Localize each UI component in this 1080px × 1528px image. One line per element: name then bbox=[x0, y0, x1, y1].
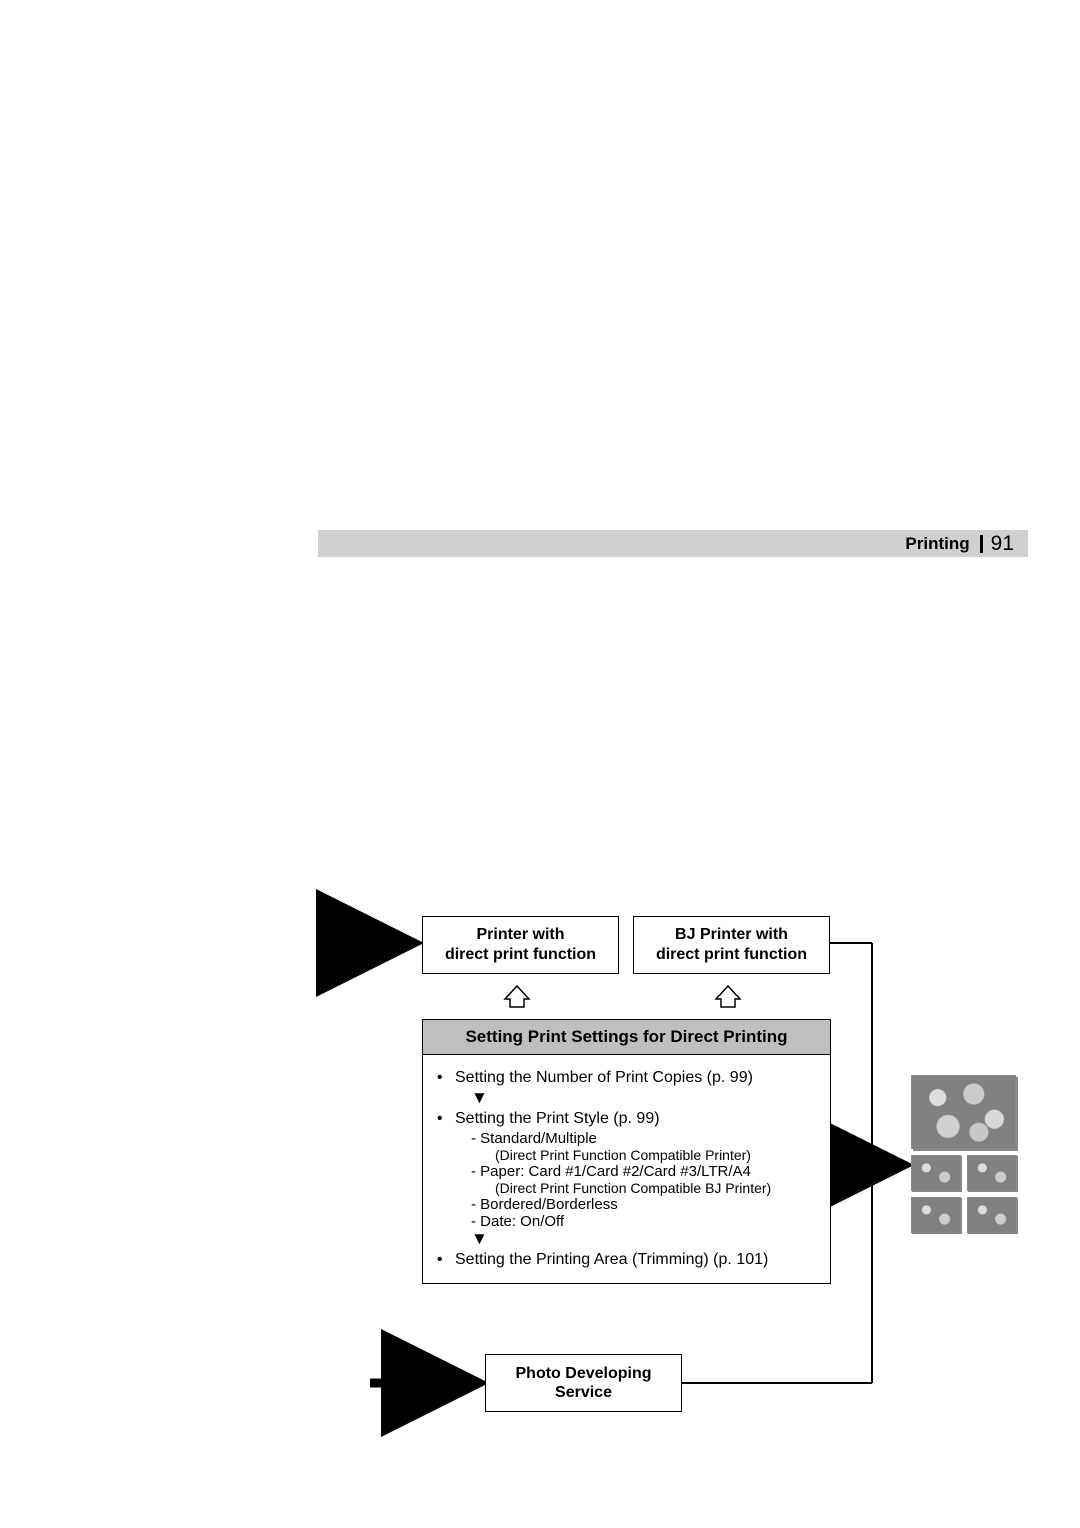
printer-box-line1: Printer with bbox=[476, 925, 564, 945]
section-name: Printing bbox=[905, 534, 969, 554]
bullet-icon: • bbox=[437, 1110, 455, 1128]
header-bar: Printing 91 bbox=[318, 530, 1028, 557]
settings-item-trimming: • Setting the Printing Area (Trimming) (… bbox=[437, 1251, 816, 1269]
photo-developing-service: Photo Developing Service bbox=[485, 1354, 682, 1412]
bj-printer-box-line1: BJ Printer with bbox=[675, 925, 788, 945]
settings-sub-note: (Direct Print Function Compatible Printe… bbox=[495, 1147, 816, 1163]
sample-print-small bbox=[911, 1197, 961, 1233]
settings-item-text: Setting the Printing Area (Trimming) (p.… bbox=[455, 1251, 768, 1269]
settings-item-text: Setting the Print Style (p. 99) bbox=[455, 1110, 660, 1128]
sample-row bbox=[911, 1155, 1021, 1191]
settings-sub-date: - Date: On/Off bbox=[471, 1213, 816, 1230]
settings-panel: Setting Print Settings for Direct Printi… bbox=[422, 1019, 831, 1284]
up-arrow-icon bbox=[502, 984, 532, 1009]
bullet-icon: • bbox=[437, 1069, 455, 1087]
bj-printer-with-direct-print: BJ Printer with direct print function bbox=[633, 916, 830, 974]
settings-sub-bordered: - Bordered/Borderless bbox=[471, 1196, 816, 1213]
print-samples bbox=[911, 1075, 1021, 1239]
settings-sub-standard-multiple: - Standard/Multiple bbox=[471, 1130, 816, 1147]
connector-lines bbox=[0, 0, 1080, 1528]
sample-print-small bbox=[911, 1155, 961, 1191]
sample-print-small bbox=[967, 1197, 1017, 1233]
settings-item-text: Setting the Number of Print Copies (p. 9… bbox=[455, 1069, 753, 1087]
bj-printer-box-line2: direct print function bbox=[656, 945, 807, 965]
photo-box-line1: Photo Developing bbox=[516, 1364, 652, 1383]
up-arrow-icon bbox=[713, 984, 743, 1009]
down-triangle-icon: ▼ bbox=[471, 1089, 816, 1106]
page-number: 91 bbox=[991, 532, 1014, 556]
settings-item-copies: • Setting the Number of Print Copies (p.… bbox=[437, 1069, 816, 1087]
settings-heading: Setting Print Settings for Direct Printi… bbox=[423, 1020, 830, 1055]
header-divider bbox=[980, 535, 983, 553]
settings-sub-paper: - Paper: Card #1/Card #2/Card #3/LTR/A4 bbox=[471, 1163, 816, 1180]
settings-sub-note: (Direct Print Function Compatible BJ Pri… bbox=[495, 1180, 816, 1196]
bullet-icon: • bbox=[437, 1251, 455, 1269]
page: Printing 91 Printer with direct print fu… bbox=[0, 0, 1080, 1528]
down-triangle-icon: ▼ bbox=[471, 1230, 816, 1247]
settings-body: • Setting the Number of Print Copies (p.… bbox=[423, 1055, 830, 1283]
printer-boxes: Printer with direct print function BJ Pr… bbox=[422, 916, 830, 974]
photo-box-line2: Service bbox=[555, 1383, 612, 1402]
printer-with-direct-print: Printer with direct print function bbox=[422, 916, 619, 974]
printer-box-line2: direct print function bbox=[445, 945, 596, 965]
sample-row bbox=[911, 1197, 1021, 1233]
settings-item-style: • Setting the Print Style (p. 99) bbox=[437, 1110, 816, 1128]
sample-print-large bbox=[911, 1075, 1016, 1149]
sample-print-small bbox=[967, 1155, 1017, 1191]
